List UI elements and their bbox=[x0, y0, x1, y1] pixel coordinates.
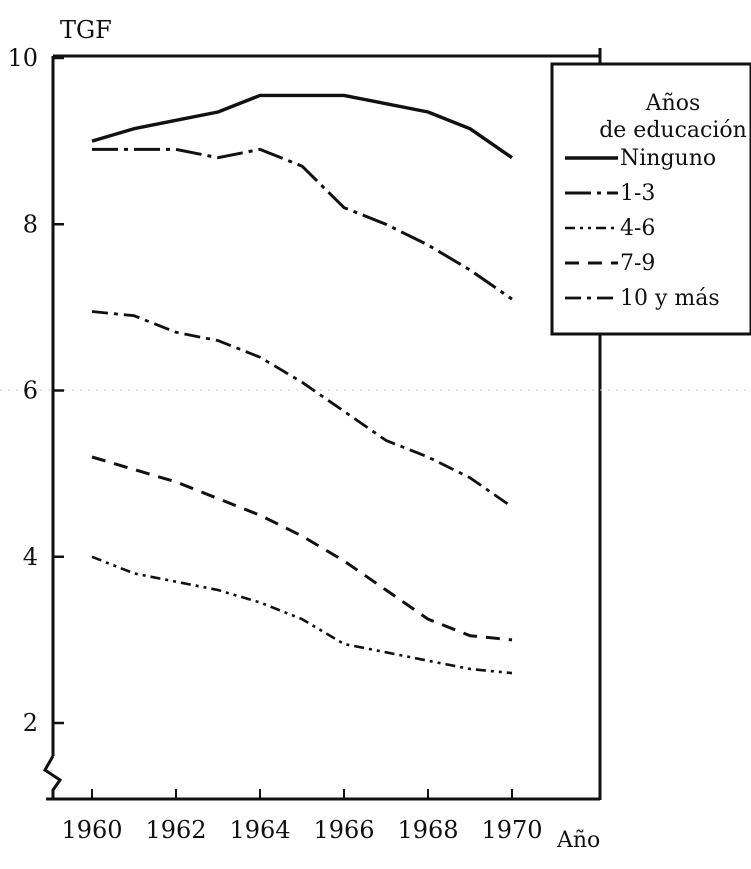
series-lines bbox=[91, 93, 513, 675]
legend-label-4: 7-9 bbox=[620, 251, 655, 276]
x-tick-label: 1966 bbox=[313, 816, 374, 844]
y-axis-label: TGF bbox=[60, 16, 112, 44]
y-tick-label: 2 bbox=[23, 709, 38, 737]
plot-frame bbox=[43, 48, 602, 801]
y-tick-label: 8 bbox=[23, 210, 38, 238]
legend-label-1: Ninguno bbox=[620, 146, 716, 171]
y-axis-ticks: 2 4 6 8 10 bbox=[7, 44, 64, 737]
x-tick-label: 1970 bbox=[481, 816, 542, 844]
series-line-1 bbox=[91, 93, 513, 160]
y-tick-label: 4 bbox=[23, 543, 38, 571]
series-line-4 bbox=[91, 455, 513, 642]
x-axis-label: Año bbox=[556, 828, 600, 853]
x-axis-ticks: 1960 1962 1964 1966 1968 1970 bbox=[61, 789, 543, 844]
x-tick-label: 1960 bbox=[61, 816, 122, 844]
x-tick-label: 1964 bbox=[229, 816, 290, 844]
series-line-3 bbox=[91, 555, 513, 675]
legend-label-2: 1-3 bbox=[620, 181, 655, 206]
legend-title-line1: Años bbox=[645, 91, 701, 116]
legend: Años de educación Ninguno 1-3 4-6 7-9 10 y m… bbox=[550, 62, 751, 336]
legend-items: Ninguno 1-3 4-6 7-9 10 y más bbox=[565, 146, 720, 311]
x-tick-label: 1962 bbox=[145, 816, 206, 844]
legend-label-3: 4-6 bbox=[620, 216, 655, 241]
y-tick-label: 10 bbox=[7, 44, 38, 72]
series-line-2 bbox=[92, 147, 513, 301]
y-tick-label: 6 bbox=[23, 377, 38, 405]
legend-label-5: 10 y más bbox=[620, 286, 720, 311]
x-tick-label: 1968 bbox=[397, 816, 458, 844]
series-line-5 bbox=[91, 310, 513, 509]
legend-title-line2: de educación bbox=[599, 118, 747, 143]
y-axis-break bbox=[43, 755, 63, 799]
legend-box bbox=[550, 62, 751, 336]
